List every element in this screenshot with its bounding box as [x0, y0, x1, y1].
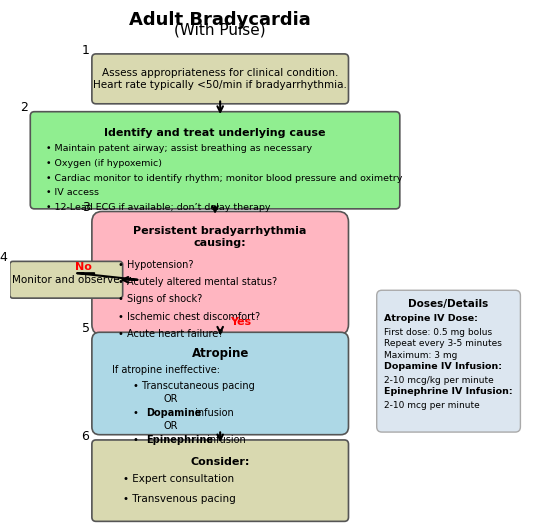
Text: Atropine: Atropine [192, 347, 249, 360]
Text: Identify and treat underlying cause: Identify and treat underlying cause [104, 128, 326, 138]
Text: • IV access: • IV access [46, 188, 99, 197]
Text: Atropine IV Dose:: Atropine IV Dose: [384, 314, 478, 323]
FancyBboxPatch shape [92, 332, 348, 435]
Text: 2: 2 [20, 101, 28, 114]
Text: OR: OR [164, 394, 178, 404]
Text: 6: 6 [82, 430, 90, 442]
FancyBboxPatch shape [92, 440, 348, 521]
Text: OR: OR [164, 421, 178, 431]
Text: 2-10 mcg/kg per minute: 2-10 mcg/kg per minute [384, 376, 494, 385]
FancyBboxPatch shape [30, 112, 400, 209]
Text: • Expert consultation: • Expert consultation [123, 474, 234, 484]
Text: •: • [133, 408, 142, 418]
Text: • Oxygen (if hypoxemic): • Oxygen (if hypoxemic) [46, 159, 161, 168]
Text: • Acute heart failure?: • Acute heart failure? [118, 329, 223, 339]
Text: Dopamine IV Infusion:: Dopamine IV Infusion: [384, 362, 502, 371]
Text: • Transvenous pacing: • Transvenous pacing [123, 494, 235, 504]
Text: No: No [75, 262, 92, 272]
Text: infusion: infusion [192, 408, 234, 418]
Text: 4: 4 [0, 251, 8, 264]
FancyBboxPatch shape [10, 261, 123, 298]
FancyBboxPatch shape [92, 54, 348, 104]
Text: Persistent bradyarrhythmia
causing:: Persistent bradyarrhythmia causing: [133, 226, 307, 248]
Text: Dopamine: Dopamine [146, 408, 201, 418]
Text: 3: 3 [82, 201, 90, 214]
Text: Monitor and observe: Monitor and observe [12, 275, 120, 285]
Text: Repeat every 3-5 minutes: Repeat every 3-5 minutes [384, 339, 502, 348]
Text: • Hypotension?: • Hypotension? [118, 260, 193, 270]
Text: 5: 5 [82, 322, 90, 335]
Text: Consider:: Consider: [191, 457, 250, 467]
Text: • 12-Lead ECG if available; don’t delay therapy: • 12-Lead ECG if available; don’t delay … [46, 203, 270, 212]
Text: Epinephrine: Epinephrine [146, 435, 213, 445]
Text: • Transcutaneous pacing: • Transcutaneous pacing [133, 381, 255, 391]
Text: • Cardiac monitor to identify rhythm; monitor blood pressure and oximetry: • Cardiac monitor to identify rhythm; mo… [46, 174, 402, 183]
Text: Maximum: 3 mg: Maximum: 3 mg [384, 351, 458, 360]
Text: •: • [133, 435, 142, 445]
Text: First dose: 0.5 mg bolus: First dose: 0.5 mg bolus [384, 327, 492, 336]
Text: • Maintain patent airway; assist breathing as necessary: • Maintain patent airway; assist breathi… [46, 144, 312, 153]
Text: 1: 1 [82, 43, 90, 56]
Text: Assess appropriateness for clinical condition.
Heart rate typically <50/min if b: Assess appropriateness for clinical cond… [93, 68, 347, 90]
Text: 2-10 mcg per minute: 2-10 mcg per minute [384, 401, 480, 410]
Text: • Signs of shock?: • Signs of shock? [118, 295, 202, 305]
Text: • Acutely altered mental status?: • Acutely altered mental status? [118, 277, 276, 287]
Text: Adult Bradycardia: Adult Bradycardia [129, 11, 311, 29]
Text: Doses/Details: Doses/Details [408, 299, 489, 309]
Text: If atropine ineffective:: If atropine ineffective: [112, 365, 220, 375]
Text: Epinephrine IV Infusion:: Epinephrine IV Infusion: [384, 388, 513, 397]
Text: infusion: infusion [204, 435, 246, 445]
Text: (With Pulse): (With Pulse) [174, 23, 266, 38]
FancyBboxPatch shape [377, 290, 521, 432]
FancyBboxPatch shape [92, 212, 348, 335]
Text: Yes: Yes [231, 317, 252, 327]
Text: • Ischemic chest discomfort?: • Ischemic chest discomfort? [118, 312, 260, 322]
